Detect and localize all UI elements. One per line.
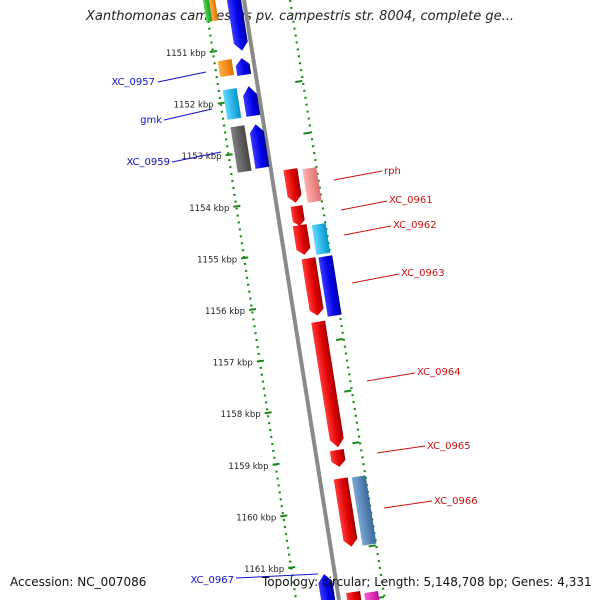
gene-red-b[interactable]: [292, 224, 312, 256]
tick-mark-right: [352, 441, 360, 445]
gene-xc0967[interactable]: [317, 573, 336, 600]
left-gene-labels: XC_0957 gmk XC_0959 XC_0967: [111, 77, 234, 586]
tick-mark-left: [272, 462, 280, 466]
tick-mark-left: [217, 101, 225, 105]
tick-labels: 1151 kbp 1152 kbp 1153 kbp 1154 kbp 1155 kbp…: [166, 49, 284, 575]
gene-bottom-red[interactable]: [346, 590, 362, 600]
gene-bottom-magenta[interactable]: [364, 590, 380, 600]
gene-top-blue[interactable]: [226, 0, 249, 52]
label-xc0965[interactable]: XC_0965: [427, 441, 471, 452]
gene-blue-1152[interactable]: [242, 85, 261, 117]
tick-label: 1153 kbp: [181, 152, 221, 162]
gene-xc0963[interactable]: [318, 255, 342, 317]
left-leader-lines: [157, 71, 319, 579]
gene-xc0962[interactable]: [311, 223, 331, 255]
gene-xc0957[interactable]: [217, 59, 235, 78]
tick-mark-left: [288, 566, 296, 569]
accession-label: Accession: NC_007086: [10, 575, 147, 589]
gene-blue-1153[interactable]: [249, 123, 270, 169]
gene-xc0966[interactable]: [351, 475, 377, 546]
gene-xc0961[interactable]: [290, 205, 306, 227]
tick-label: 1160 kbp: [236, 513, 276, 523]
tick-mark-left: [280, 514, 288, 518]
label-xc0967[interactable]: XC_0967: [190, 575, 234, 586]
gene-rph[interactable]: [302, 167, 322, 203]
gene-features: [202, 0, 380, 600]
tick-mark-left: [256, 359, 264, 363]
right-gene-labels: rph XC_0961 XC_0962 XC_0963 XC_0964 XC_0…: [384, 166, 478, 507]
tick-label: 1155 kbp: [197, 255, 237, 265]
tick-mark-left: [241, 256, 249, 260]
gene-xc0964[interactable]: [311, 320, 345, 449]
map-title: Xanthomonas campestris pv. campestris st…: [86, 9, 514, 24]
gene-red-d[interactable]: [333, 477, 359, 547]
tick-mark-right: [368, 544, 376, 548]
label-xc0963[interactable]: XC_0963: [401, 268, 445, 279]
tick-label: 1156 kbp: [205, 307, 245, 317]
gene-gmk[interactable]: [222, 88, 242, 120]
tick-label: 1157 kbp: [213, 359, 253, 369]
gene-top-orange[interactable]: [208, 0, 219, 22]
tick-label: 1154 kbp: [189, 204, 229, 214]
label-xc0957[interactable]: XC_0957: [111, 77, 155, 88]
gene-blue-small[interactable]: [235, 57, 252, 76]
gene-xc0959[interactable]: [230, 125, 252, 173]
tick-mark-right: [295, 80, 303, 83]
gene-red-a[interactable]: [283, 168, 302, 204]
label-xc0964[interactable]: XC_0964: [417, 367, 461, 378]
tick-mark-left: [248, 308, 257, 311]
tick-mark-right: [303, 131, 311, 135]
tick-mark-left: [209, 50, 218, 53]
genome-backbone: [242, 0, 341, 600]
left-tick-guide: [203, 0, 298, 600]
gene-xc0965[interactable]: [329, 449, 346, 468]
tick-mark-right: [335, 338, 344, 341]
tick-label: 1161 kbp: [244, 565, 284, 575]
label-xc0959[interactable]: XC_0959: [126, 157, 170, 168]
label-xc0966[interactable]: XC_0966: [434, 496, 478, 507]
tick-mark-right: [344, 389, 352, 393]
label-xc0962[interactable]: XC_0962: [393, 220, 437, 231]
tick-mark-left: [225, 153, 233, 157]
tick-label: 1158 kbp: [221, 410, 261, 420]
label-xc0961[interactable]: XC_0961: [389, 195, 433, 206]
tick-mark-left: [233, 204, 241, 208]
tick-label: 1159 kbp: [228, 462, 268, 472]
label-rph[interactable]: rph: [384, 166, 401, 177]
topology-summary: Topology: circular; Length: 5,148,708 bp…: [262, 575, 592, 589]
label-gmk[interactable]: gmk: [140, 115, 162, 126]
tick-label: 1152 kbp: [174, 101, 214, 111]
gene-red-c[interactable]: [301, 257, 325, 316]
tick-mark-left: [264, 411, 272, 415]
right-leader-lines: [333, 170, 433, 509]
tick-label: 1151 kbp: [166, 49, 206, 59]
gene-top-green[interactable]: [202, 0, 213, 23]
